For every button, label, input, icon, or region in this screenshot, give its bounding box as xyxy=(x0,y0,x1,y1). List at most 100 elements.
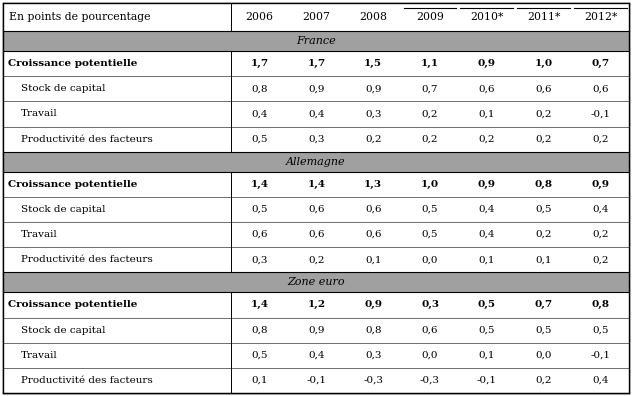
Text: 1,0: 1,0 xyxy=(421,180,439,189)
Text: -0,1: -0,1 xyxy=(307,376,326,385)
Bar xyxy=(3,101,629,126)
Bar xyxy=(3,51,629,76)
Text: 2011*: 2011* xyxy=(527,12,561,22)
Bar xyxy=(3,318,629,343)
Text: 0,6: 0,6 xyxy=(592,84,609,93)
Text: 0,9: 0,9 xyxy=(308,84,325,93)
Text: -0,3: -0,3 xyxy=(363,376,383,385)
Text: 0,5: 0,5 xyxy=(535,205,552,214)
Text: 0,4: 0,4 xyxy=(308,109,325,118)
Text: Stock de capital: Stock de capital xyxy=(21,205,106,214)
Text: 0,5: 0,5 xyxy=(422,230,438,239)
Text: 2012*: 2012* xyxy=(584,12,617,22)
Text: Productivité des facteurs: Productivité des facteurs xyxy=(21,255,153,264)
Text: 0,1: 0,1 xyxy=(251,376,268,385)
Text: 0,4: 0,4 xyxy=(592,376,609,385)
Text: 0,5: 0,5 xyxy=(251,205,268,214)
Text: Croissance potentielle: Croissance potentielle xyxy=(8,59,137,68)
Bar xyxy=(3,76,629,101)
Text: -0,3: -0,3 xyxy=(420,376,440,385)
Text: 0,9: 0,9 xyxy=(478,180,496,189)
Text: 1,0: 1,0 xyxy=(535,59,553,68)
Text: -0,1: -0,1 xyxy=(590,351,611,360)
Text: 1,1: 1,1 xyxy=(421,59,439,68)
Text: 0,5: 0,5 xyxy=(422,205,438,214)
Bar xyxy=(3,197,629,222)
Text: Travail: Travail xyxy=(21,109,58,118)
Bar xyxy=(3,3,629,31)
Text: 2010*: 2010* xyxy=(470,12,504,22)
Text: 2008: 2008 xyxy=(359,12,387,22)
Bar xyxy=(3,126,629,152)
Text: 0,2: 0,2 xyxy=(478,135,495,144)
Text: 0,6: 0,6 xyxy=(365,205,381,214)
Text: 0,2: 0,2 xyxy=(535,109,552,118)
Text: Stock de capital: Stock de capital xyxy=(21,326,106,335)
Bar xyxy=(3,292,629,318)
Text: 0,9: 0,9 xyxy=(308,326,325,335)
Text: 0,2: 0,2 xyxy=(308,255,325,264)
Text: 0,4: 0,4 xyxy=(478,205,495,214)
Bar xyxy=(3,31,629,51)
Bar xyxy=(3,172,629,197)
Text: 0,6: 0,6 xyxy=(535,84,552,93)
Text: 0,8: 0,8 xyxy=(592,301,610,309)
Text: 0,1: 0,1 xyxy=(478,351,495,360)
Text: 0,6: 0,6 xyxy=(365,230,381,239)
Text: 0,2: 0,2 xyxy=(592,230,609,239)
Text: Productivité des facteurs: Productivité des facteurs xyxy=(21,135,153,144)
Text: 0,5: 0,5 xyxy=(251,135,268,144)
Bar xyxy=(3,272,629,292)
Bar xyxy=(3,368,629,393)
Text: En points de pourcentage: En points de pourcentage xyxy=(9,12,150,22)
Text: 0,2: 0,2 xyxy=(535,376,552,385)
Text: 0,5: 0,5 xyxy=(478,301,496,309)
Text: 0,5: 0,5 xyxy=(535,326,552,335)
Text: 0,3: 0,3 xyxy=(251,255,268,264)
Bar xyxy=(3,152,629,172)
Text: 1,3: 1,3 xyxy=(364,180,382,189)
Text: 0,9: 0,9 xyxy=(365,84,381,93)
Bar xyxy=(3,247,629,272)
Text: Travail: Travail xyxy=(21,230,58,239)
Text: Productivité des facteurs: Productivité des facteurs xyxy=(21,376,153,385)
Text: 1,2: 1,2 xyxy=(307,301,325,309)
Text: Allemagne: Allemagne xyxy=(286,157,346,167)
Text: 0,2: 0,2 xyxy=(365,135,381,144)
Text: 0,4: 0,4 xyxy=(308,351,325,360)
Text: Travail: Travail xyxy=(21,351,58,360)
Text: 0,2: 0,2 xyxy=(592,255,609,264)
Text: 2009: 2009 xyxy=(416,12,444,22)
Text: 0,1: 0,1 xyxy=(478,109,495,118)
Text: 0,1: 0,1 xyxy=(535,255,552,264)
Text: 0,0: 0,0 xyxy=(422,255,438,264)
Text: 0,3: 0,3 xyxy=(421,301,439,309)
Bar xyxy=(3,222,629,247)
Text: 2006: 2006 xyxy=(245,12,274,22)
Text: 0,2: 0,2 xyxy=(422,109,438,118)
Text: Zone euro: Zone euro xyxy=(287,277,345,287)
Text: 0,5: 0,5 xyxy=(251,351,268,360)
Text: 0,6: 0,6 xyxy=(251,230,268,239)
Text: 0,7: 0,7 xyxy=(422,84,438,93)
Text: 1,7: 1,7 xyxy=(250,59,269,68)
Bar xyxy=(3,343,629,368)
Text: 0,1: 0,1 xyxy=(478,255,495,264)
Text: 0,8: 0,8 xyxy=(251,84,268,93)
Text: 0,2: 0,2 xyxy=(535,135,552,144)
Text: 0,2: 0,2 xyxy=(535,230,552,239)
Text: Croissance potentielle: Croissance potentielle xyxy=(8,180,137,189)
Text: 0,9: 0,9 xyxy=(364,301,382,309)
Text: 0,6: 0,6 xyxy=(308,205,325,214)
Text: France: France xyxy=(296,36,336,46)
Text: 0,8: 0,8 xyxy=(535,180,553,189)
Text: 0,3: 0,3 xyxy=(365,351,381,360)
Text: 0,4: 0,4 xyxy=(592,205,609,214)
Text: 0,7: 0,7 xyxy=(592,59,610,68)
Text: Croissance potentielle: Croissance potentielle xyxy=(8,301,137,309)
Text: 1,5: 1,5 xyxy=(364,59,382,68)
Text: 0,3: 0,3 xyxy=(365,109,381,118)
Text: 1,4: 1,4 xyxy=(250,180,269,189)
Text: 0,5: 0,5 xyxy=(592,326,609,335)
Text: 0,8: 0,8 xyxy=(365,326,381,335)
